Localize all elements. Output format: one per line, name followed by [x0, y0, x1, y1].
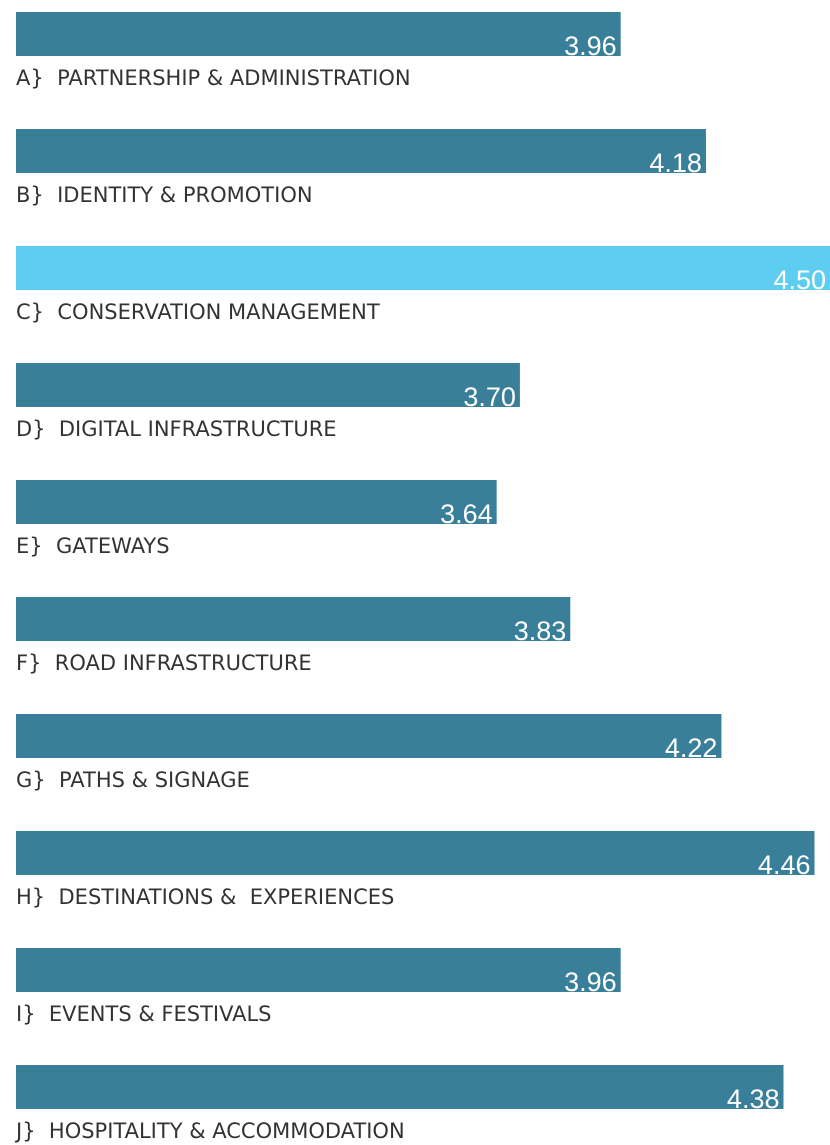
bar [16, 1065, 784, 1109]
value-label: 4.22 [665, 733, 718, 763]
value-label: 4.38 [727, 1084, 780, 1114]
value-label: 3.96 [564, 967, 617, 997]
value-label: 4.18 [649, 148, 702, 178]
category-label: D} DIGITAL INFRASTRUCTURE [16, 417, 337, 441]
bar [16, 597, 571, 641]
category-label: B} IDENTITY & PROMOTION [16, 183, 313, 207]
bar [16, 12, 621, 56]
category-label: H} DESTINATIONS & EXPERIENCES [16, 885, 394, 909]
value-label: 3.64 [440, 499, 493, 529]
value-label: 4.46 [758, 850, 811, 880]
value-label: 3.96 [564, 31, 617, 61]
category-label: A} PARTNERSHIP & ADMINISTRATION [16, 66, 411, 90]
category-label: F} ROAD INFRASTRUCTURE [16, 651, 312, 675]
bar [16, 948, 621, 992]
value-label: 3.70 [463, 382, 516, 412]
category-label: J} HOSPITALITY & ACCOMMODATION [14, 1119, 405, 1143]
bar [16, 246, 830, 290]
value-label: 4.50 [773, 265, 826, 295]
category-label: G} PATHS & SIGNAGE [16, 768, 250, 792]
bar [16, 363, 520, 407]
category-label: C} CONSERVATION MANAGEMENT [16, 300, 380, 324]
bar [16, 480, 497, 524]
bar [16, 714, 722, 758]
value-label: 3.83 [514, 616, 567, 646]
bar [16, 129, 706, 173]
bar [16, 831, 815, 875]
category-label: I} EVENTS & FESTIVALS [16, 1002, 272, 1026]
category-label: E} GATEWAYS [16, 534, 170, 558]
